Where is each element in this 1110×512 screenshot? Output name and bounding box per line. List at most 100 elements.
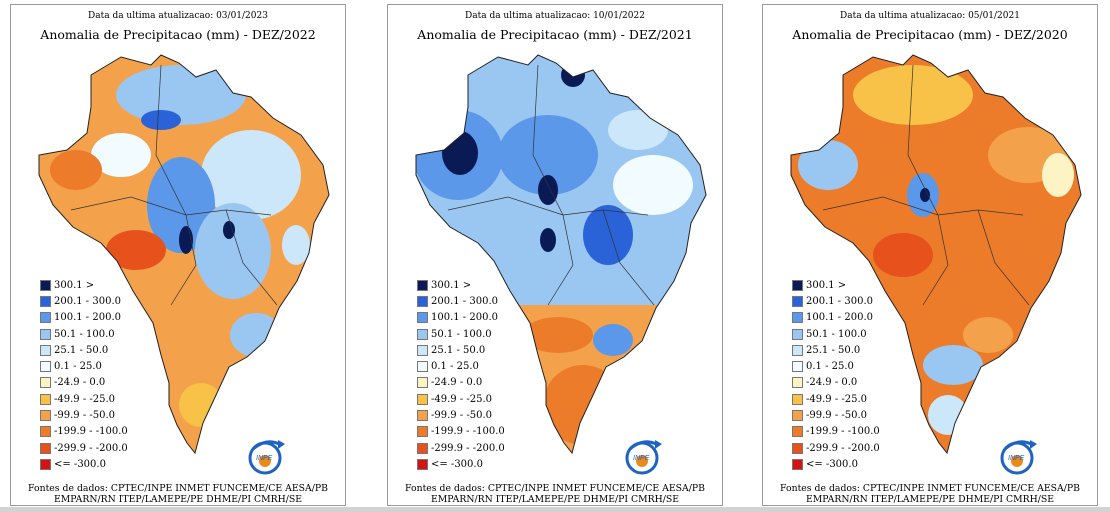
legend-label: 100.1 - 200.0 (431, 312, 498, 324)
legend-swatch (40, 426, 51, 438)
legend-swatch (417, 312, 428, 324)
legend-item: 100.1 - 200.0 (792, 310, 880, 326)
legend-label: -199.9 - -100.0 (806, 426, 880, 438)
legend-swatch (792, 279, 803, 291)
legend-label: -49.9 - -25.0 (54, 393, 116, 405)
legend-label: -199.9 - -100.0 (54, 426, 128, 438)
legend-item: -199.9 - -100.0 (792, 424, 880, 440)
sources-line: Fontes de dados: CPTEC/INPE INMET FUNCEM… (28, 483, 328, 494)
legend-swatch (792, 312, 803, 324)
legend-label: <= -300.0 (54, 458, 106, 470)
legend-swatch (792, 393, 803, 405)
legend-label: 300.1 > (806, 279, 847, 291)
legend-label: -24.9 - 0.0 (431, 377, 483, 389)
legend-swatch (792, 377, 803, 389)
color-legend: 300.1 > 200.1 - 300.0 100.1 - 200.0 50.1… (40, 277, 128, 473)
legend-label: 0.1 - 25.0 (431, 361, 479, 373)
legend-swatch (417, 393, 428, 405)
legend-item: <= -300.0 (792, 456, 880, 472)
sources-line: EMPARN/RN ITEP/LAMEPE/PE DHME/PI CMRH/SE… (430, 493, 680, 505)
data-sources: Fontes de dados: CPTEC/INPE INMET FUNCEM… (11, 483, 345, 505)
map-panel-dez-2020: Data da ultima atualizacao: 05/01/2021 A… (762, 4, 1098, 506)
legend-label: 100.1 - 200.0 (806, 312, 873, 324)
legend-item: <= -300.0 (417, 456, 505, 472)
legend-swatch (40, 458, 51, 470)
legend-swatch (40, 279, 51, 291)
legend-swatch (417, 344, 428, 356)
last-update-text: Data da ultima atualizacao: 03/01/2023 (88, 11, 268, 21)
legend-label: 25.1 - 50.0 (806, 344, 861, 356)
legend-label: -99.9 - -50.0 (431, 410, 493, 422)
legend-swatch (417, 442, 428, 454)
legend-item: 200.1 - 300.0 (40, 293, 128, 309)
legend-item: -49.9 - -25.0 (417, 391, 505, 407)
sources-line: Fontes de dados: CPTEC/INPE INMET FUNCEM… (405, 483, 705, 494)
legend-item: -24.9 - 0.0 (792, 375, 880, 391)
legend-swatch (40, 312, 51, 324)
data-sources: Fontes de dados: CPTEC/INPE INMET FUNCEM… (388, 483, 722, 505)
legend-swatch (792, 328, 803, 340)
legend-item: -99.9 - -50.0 (417, 407, 505, 423)
color-legend: 300.1 > 200.1 - 300.0 100.1 - 200.0 50.1… (792, 277, 880, 473)
legend-swatch (40, 295, 51, 307)
color-legend: 300.1 > 200.1 - 300.0 100.1 - 200.0 50.1… (417, 277, 505, 473)
legend-item: 0.1 - 25.0 (40, 358, 128, 374)
legend-item: -24.9 - 0.0 (417, 375, 505, 391)
legend-label: -49.9 - -25.0 (431, 393, 493, 405)
last-update-text: Data da ultima atualizacao: 05/01/2021 (840, 11, 1020, 21)
legend-item: 0.1 - 25.0 (417, 358, 505, 374)
legend-item: -299.9 - -200.0 (417, 440, 505, 456)
legend-swatch (792, 410, 803, 422)
legend-swatch (417, 410, 428, 422)
legend-swatch (40, 410, 51, 422)
legend-label: 200.1 - 300.0 (431, 295, 498, 307)
legend-label: 100.1 - 200.0 (54, 312, 121, 324)
legend-label: 25.1 - 50.0 (54, 344, 109, 356)
last-update-text: Data da ultima atualizacao: 10/01/2022 (465, 11, 645, 21)
map-title: Anomalia de Precipitacao (mm) - DEZ/2022 (40, 27, 316, 42)
legend-swatch (40, 393, 51, 405)
legend-label: -49.9 - -25.0 (806, 393, 868, 405)
legend-item: 300.1 > (417, 277, 505, 293)
legend-item: -199.9 - -100.0 (417, 424, 505, 440)
legend-swatch (417, 295, 428, 307)
legend-label: -299.9 - -200.0 (54, 442, 128, 454)
sources-line: EMPARN/RN ITEP/LAMEPE/PE DHME/PI CMRH/SE… (53, 493, 303, 505)
legend-label: 50.1 - 100.0 (54, 328, 115, 340)
legend-item: 100.1 - 200.0 (417, 310, 505, 326)
legend-swatch (40, 361, 51, 373)
legend-label: -199.9 - -100.0 (431, 426, 505, 438)
legend-swatch (40, 328, 51, 340)
map-title: Anomalia de Precipitacao (mm) - DEZ/2021 (417, 27, 693, 42)
legend-item: 100.1 - 200.0 (40, 310, 128, 326)
legend-label: -299.9 - -200.0 (806, 442, 880, 454)
legend-swatch (40, 344, 51, 356)
sources-line: EMPARN/RN ITEP/LAMEPE/PE DHME/PI CMRH/SE… (805, 493, 1055, 505)
legend-swatch (40, 442, 51, 454)
legend-item: 25.1 - 50.0 (792, 342, 880, 358)
legend-item: 200.1 - 300.0 (792, 293, 880, 309)
legend-swatch (417, 361, 428, 373)
legend-swatch (792, 295, 803, 307)
legend-label: <= -300.0 (431, 458, 483, 470)
legend-swatch (792, 426, 803, 438)
bottom-scrollbar (0, 507, 1110, 512)
legend-swatch (417, 279, 428, 291)
legend-item: -299.9 - -200.0 (40, 440, 128, 456)
legend-item: -24.9 - 0.0 (40, 375, 128, 391)
legend-label: 0.1 - 25.0 (54, 361, 102, 373)
precip-anomaly-map (38, 54, 330, 454)
inpe-logo-icon: INPE (248, 440, 285, 475)
legend-label: 200.1 - 300.0 (806, 295, 873, 307)
svg-text:INPE: INPE (633, 455, 650, 462)
legend-item: -49.9 - -25.0 (792, 391, 880, 407)
legend-label: 50.1 - 100.0 (431, 328, 492, 340)
legend-label: 0.1 - 25.0 (806, 361, 854, 373)
legend-item: 50.1 - 100.0 (792, 326, 880, 342)
legend-label: 300.1 > (431, 279, 472, 291)
legend-item: 200.1 - 300.0 (417, 293, 505, 309)
map-title: Anomalia de Precipitacao (mm) - DEZ/2020 (792, 27, 1068, 42)
map-panel-dez-2022: Data da ultima atualizacao: 03/01/2023 A… (10, 4, 346, 506)
legend-swatch (792, 442, 803, 454)
legend-label: -99.9 - -50.0 (806, 410, 868, 422)
